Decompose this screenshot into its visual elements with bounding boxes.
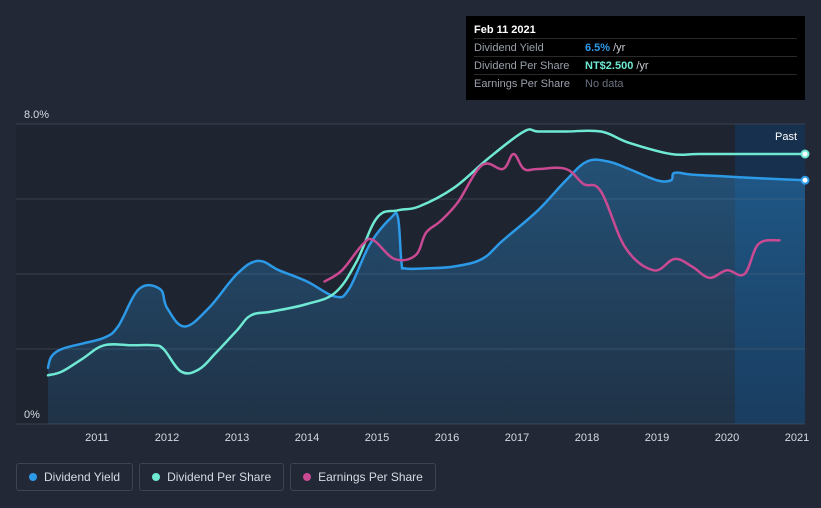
dividend-yield-line — [46, 158, 807, 370]
series-lines — [46, 128, 807, 377]
x-tick-label: 2011 — [85, 432, 109, 444]
x-tick-label: 2018 — [575, 432, 599, 444]
legend: Dividend Yield Dividend Per Share Earnin… — [16, 463, 436, 491]
x-axis-labels: 2011 2012 2013 2014 2015 2016 2017 2018 2019 2020… — [85, 432, 809, 444]
x-tick-label: 2012 — [155, 432, 179, 444]
x-tick-label: 2014 — [295, 432, 319, 444]
legend-label: Earnings Per Share — [318, 470, 423, 484]
x-tick-label: 2016 — [435, 432, 459, 444]
earnings-per-share-line — [323, 152, 781, 283]
tooltip-unit: /yr — [636, 59, 649, 72]
legend-dot — [303, 473, 312, 481]
tooltip-date: Feb 11 2021 — [474, 24, 536, 36]
dividend-per-share-endpoint — [800, 149, 810, 159]
y-tick-label: 0% — [24, 409, 40, 421]
x-tick-label: 2015 — [365, 432, 389, 444]
tooltip: Feb 11 2021 Dividend Yield 6.5% /yr Divi… — [466, 16, 805, 100]
tooltip-label: Dividend Per Share — [474, 59, 570, 72]
tooltip-row-dividend-yield: Dividend Yield 6.5% /yr — [474, 38, 797, 56]
x-tick-label: 2021 — [785, 432, 809, 444]
past-label: Past — [775, 131, 797, 143]
dividend-per-share-line — [46, 128, 807, 377]
y-axis-labels: 0% 8.0% — [24, 109, 49, 421]
tooltip-value: NT$2.500 — [585, 59, 634, 72]
tooltip-value: 6.5% — [585, 41, 611, 54]
legend-item-dividend-yield[interactable]: Dividend Yield — [16, 463, 134, 491]
tooltip-row-earnings-per-share: Earnings Per Share No data — [474, 74, 797, 92]
tooltip-label: Dividend Yield — [474, 41, 544, 54]
x-tick-label: 2020 — [715, 432, 739, 444]
dividend-yield-endpoint — [800, 175, 810, 185]
legend-label: Dividend Per Share — [167, 470, 272, 484]
legend-label: Dividend Yield — [44, 470, 121, 484]
legend-item-dividend-per-share[interactable]: Dividend Per Share — [139, 463, 285, 491]
tooltip-value: No data — [585, 77, 624, 90]
legend-dot — [152, 473, 161, 481]
legend-item-earnings-per-share[interactable]: Earnings Per Share — [290, 463, 436, 491]
x-tick-label: 2013 — [225, 432, 249, 444]
tooltip-label: Earnings Per Share — [474, 77, 570, 90]
tooltip-unit: /yr — [613, 41, 626, 54]
series-endpoints — [800, 149, 810, 185]
y-tick-label: 8.0% — [24, 109, 49, 121]
legend-dot — [29, 473, 37, 481]
x-tick-label: 2017 — [505, 432, 529, 444]
x-tick-label: 2019 — [645, 432, 669, 444]
tooltip-row-dividend-per-share: Dividend Per Share NT$2.500 /yr — [474, 56, 797, 74]
